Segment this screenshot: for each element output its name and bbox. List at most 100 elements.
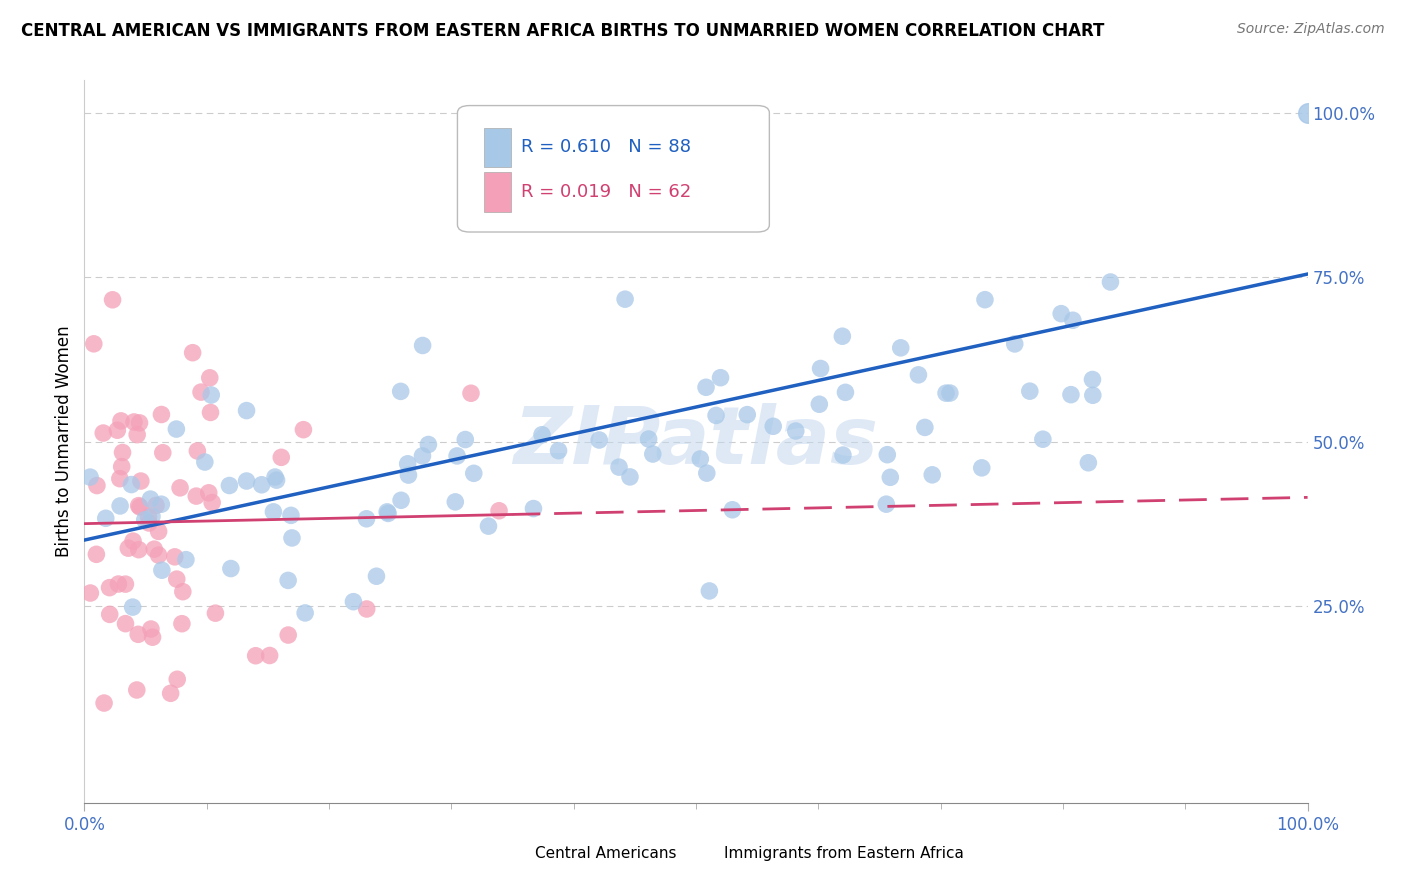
Point: [412, 338, 434, 352]
Point: [614, 292, 637, 306]
Point: [890, 341, 912, 355]
Point: [735, 408, 758, 422]
Point: [907, 368, 929, 382]
Point: [86, 547, 108, 561]
Point: [356, 512, 378, 526]
Point: [974, 293, 997, 307]
Point: [699, 583, 721, 598]
Point: [79, 586, 101, 600]
Point: [280, 508, 302, 523]
FancyBboxPatch shape: [501, 838, 527, 871]
Point: [1062, 313, 1084, 327]
Point: [785, 424, 807, 438]
Point: [121, 600, 143, 615]
Point: [169, 481, 191, 495]
Point: [832, 448, 855, 462]
Point: [607, 460, 630, 475]
Point: [831, 329, 853, 343]
Point: [150, 563, 173, 577]
Point: [172, 584, 194, 599]
Point: [396, 457, 419, 471]
Point: [1081, 388, 1104, 402]
Point: [98, 581, 121, 595]
Point: [418, 437, 440, 451]
Point: [281, 531, 304, 545]
Point: [204, 606, 226, 620]
Point: [1004, 337, 1026, 351]
Point: [198, 371, 221, 385]
Point: [810, 361, 832, 376]
Point: [264, 470, 287, 484]
Point: [219, 561, 242, 575]
Point: [166, 572, 188, 586]
Point: [174, 552, 197, 566]
Point: [94, 511, 117, 525]
Point: [107, 577, 129, 591]
Point: [235, 403, 257, 417]
Text: Source: ZipAtlas.com: Source: ZipAtlas.com: [1237, 22, 1385, 37]
Point: [1099, 275, 1122, 289]
Point: [389, 493, 412, 508]
Point: [1050, 307, 1073, 321]
Point: [277, 628, 299, 642]
Point: [86, 478, 108, 492]
Point: [762, 419, 785, 434]
Point: [619, 470, 641, 484]
Text: ZIPatlas: ZIPatlas: [513, 402, 879, 481]
Point: [250, 477, 273, 491]
Point: [914, 420, 936, 434]
Point: [128, 499, 150, 513]
Point: [108, 472, 131, 486]
Point: [122, 415, 145, 429]
Point: [342, 595, 364, 609]
Text: Immigrants from Eastern Africa: Immigrants from Eastern Africa: [724, 846, 965, 861]
Point: [108, 499, 131, 513]
Point: [148, 524, 170, 539]
Point: [127, 427, 149, 442]
Point: [166, 672, 188, 686]
Point: [377, 507, 399, 521]
Point: [808, 397, 831, 411]
Point: [366, 569, 388, 583]
Point: [194, 455, 217, 469]
Point: [356, 602, 378, 616]
Point: [111, 459, 134, 474]
FancyBboxPatch shape: [690, 838, 717, 871]
Point: [879, 470, 901, 484]
Point: [201, 495, 224, 509]
Point: [114, 577, 136, 591]
Point: [150, 408, 173, 422]
Point: [547, 443, 569, 458]
Point: [444, 495, 467, 509]
Point: [704, 409, 727, 423]
Point: [876, 448, 898, 462]
Point: [148, 548, 170, 562]
Point: [530, 427, 553, 442]
Y-axis label: Births to Unmarried Women: Births to Unmarried Women: [55, 326, 73, 558]
Point: [141, 630, 163, 644]
Point: [411, 449, 433, 463]
Point: [200, 405, 222, 419]
Point: [150, 497, 173, 511]
Point: [1081, 372, 1104, 386]
Point: [446, 449, 468, 463]
Point: [721, 502, 744, 516]
Point: [170, 616, 193, 631]
Point: [389, 384, 412, 399]
Point: [91, 425, 114, 440]
Point: [120, 477, 142, 491]
Point: [181, 345, 204, 359]
Point: [114, 616, 136, 631]
Point: [689, 452, 711, 467]
Point: [460, 386, 482, 401]
Point: [143, 542, 166, 557]
Point: [970, 461, 993, 475]
Point: [454, 433, 477, 447]
Point: [159, 686, 181, 700]
FancyBboxPatch shape: [484, 172, 512, 212]
Point: [259, 648, 281, 663]
Point: [245, 648, 267, 663]
Point: [1032, 432, 1054, 446]
Point: [129, 474, 152, 488]
Point: [834, 385, 856, 400]
